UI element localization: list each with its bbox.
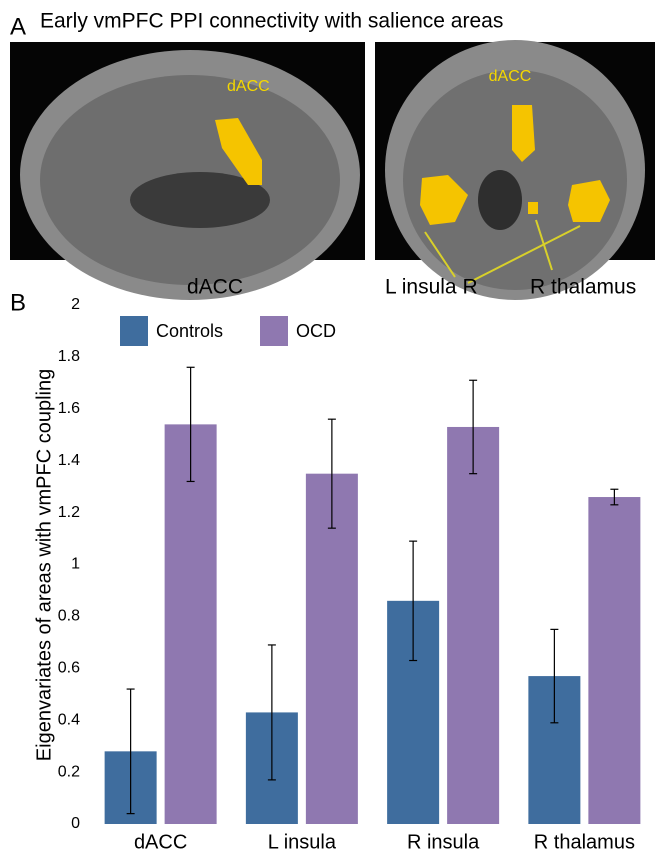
y-tick-label: 2: [71, 296, 80, 313]
y-axis-label: Eigenvariates of areas with vmPFC coupli…: [33, 369, 55, 761]
figure: A Early vmPFC PPI connectivity with sali…: [0, 0, 661, 857]
y-tick-label: 0: [71, 815, 80, 832]
x-tick-label: R insula: [407, 831, 480, 853]
panel-label: B: [10, 289, 26, 316]
y-tick-label: 0.2: [58, 763, 80, 780]
y-tick-label: 1.4: [58, 452, 80, 469]
y-tick-label: 0.6: [58, 660, 80, 677]
panel-label: A: [10, 13, 26, 40]
caption: L insula R: [385, 276, 478, 299]
x-tick-label: R thalamus: [534, 831, 635, 853]
caption: dACC: [187, 276, 243, 299]
y-tick-label: 1.6: [58, 400, 80, 417]
bar: [447, 427, 499, 824]
brain-shape: [478, 170, 522, 230]
x-tick-label: L insula: [268, 831, 337, 853]
bar: [588, 497, 640, 824]
y-tick-label: 1: [71, 556, 80, 573]
y-tick-label: 0.4: [58, 711, 80, 728]
activation-blob: [528, 202, 538, 214]
panel-title: Early vmPFC PPI connectivity with salien…: [40, 10, 503, 33]
bar: [165, 424, 217, 824]
x-tick-label: dACC: [134, 831, 187, 853]
y-tick-label: 1.2: [58, 504, 80, 521]
caption: R thalamus: [530, 276, 636, 299]
image-label: dACC: [227, 78, 270, 95]
legend-swatch: [260, 316, 288, 346]
y-tick-label: 1.8: [58, 348, 80, 365]
legend-label: OCD: [296, 321, 336, 341]
image-label: dACC: [489, 68, 532, 85]
y-tick-label: 0.8: [58, 608, 80, 625]
legend-swatch: [120, 316, 148, 346]
legend-label: Controls: [156, 321, 223, 341]
